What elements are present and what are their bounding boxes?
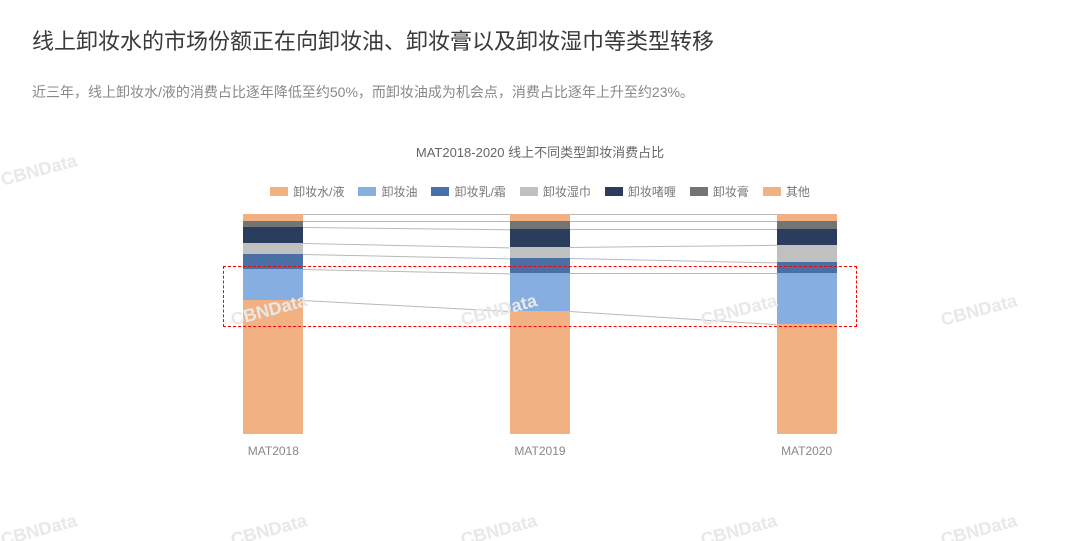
watermark: CBNData	[0, 510, 79, 541]
legend-item: 卸妆水/液	[270, 183, 344, 200]
legend-swatch	[270, 187, 288, 196]
legend-swatch	[520, 187, 538, 196]
legend-item: 卸妆啫喱	[605, 183, 676, 200]
legend-label: 卸妆水/液	[293, 183, 344, 200]
legend-label: 卸妆膏	[713, 183, 749, 200]
legend-label: 卸妆油	[381, 183, 417, 200]
bar-segment	[777, 245, 837, 263]
bar-segment	[510, 311, 570, 434]
bar-segment	[243, 227, 303, 242]
watermark: CBNData	[459, 510, 540, 541]
xaxis-label: MAT2018	[140, 444, 407, 458]
bar-segment	[243, 243, 303, 254]
legend-swatch	[431, 187, 449, 196]
legend-item: 其他	[763, 183, 810, 200]
bar-segment	[510, 229, 570, 247]
bar-segment	[777, 221, 837, 230]
legend-swatch	[605, 187, 623, 196]
highlight-box	[223, 266, 856, 327]
legend-swatch	[358, 187, 376, 196]
chart-legend: 卸妆水/液 卸妆油 卸妆乳/霜 卸妆湿巾 卸妆啫喱 卸妆膏 其他	[32, 183, 1048, 200]
legend-item: 卸妆湿巾	[520, 183, 591, 200]
chart-plot-area	[140, 214, 940, 434]
watermark: CBNData	[939, 510, 1020, 541]
legend-label: 其他	[786, 183, 810, 200]
bar-segment	[243, 214, 303, 221]
legend-label: 卸妆乳/霜	[454, 183, 505, 200]
legend-swatch	[690, 187, 708, 196]
legend-item: 卸妆乳/霜	[431, 183, 505, 200]
legend-label: 卸妆啫喱	[628, 183, 676, 200]
legend-item: 卸妆油	[358, 183, 417, 200]
xaxis-label: MAT2020	[673, 444, 940, 458]
legend-swatch	[763, 187, 781, 196]
page-subtitle: 近三年，线上卸妆水/液的消费占比逐年降低至约50%，而卸妆油成为机会点，消费占比…	[32, 82, 1048, 102]
bar-segment	[243, 221, 303, 228]
legend-label: 卸妆湿巾	[543, 183, 591, 200]
bar-segment	[510, 214, 570, 221]
bar-segment	[510, 221, 570, 230]
bar-segment	[777, 324, 837, 434]
bar-segment	[510, 247, 570, 258]
chart-title: MAT2018-2020 线上不同类型卸妆消费占比	[32, 142, 1048, 161]
bar-segment	[777, 214, 837, 221]
watermark: CBNData	[699, 510, 780, 541]
chart-xaxis: MAT2018MAT2019MAT2020	[140, 444, 940, 458]
watermark: CBNData	[229, 510, 310, 541]
xaxis-label: MAT2019	[407, 444, 674, 458]
bar-segment	[777, 229, 837, 244]
legend-item: 卸妆膏	[690, 183, 749, 200]
page-title: 线上卸妆水的市场份额正在向卸妆油、卸妆膏以及卸妆湿巾等类型转移	[32, 24, 1048, 56]
